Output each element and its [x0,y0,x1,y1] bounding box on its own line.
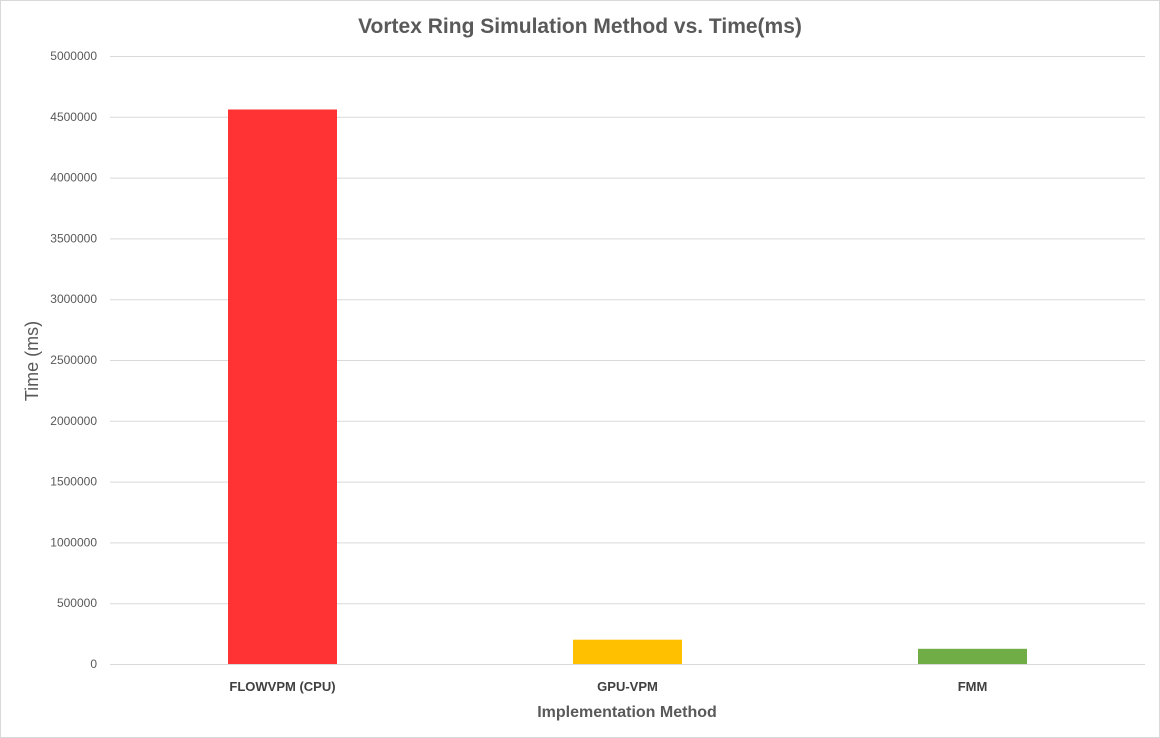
bar-gpu-vpm [573,639,682,664]
y-tick-label: 3500000 [50,231,97,245]
y-tick-label: 2500000 [50,353,97,367]
y-tick-label: 1500000 [50,475,97,489]
bar-fmm [918,648,1027,664]
y-tick-label: 5000000 [50,49,97,63]
x-tick-label: GPU-VPM [597,679,658,694]
y-tick-label: 2000000 [50,414,97,428]
x-tick-labels: FLOWVPM (CPU) GPU-VPM FMM [229,679,987,694]
x-tick-label: FMM [958,679,988,694]
bar-flowvpm-cpu [228,109,337,664]
y-tick-labels: 0 500000 1000000 1500000 2000000 2500000 30000… [50,49,97,671]
x-axis-title: Implementation Method [537,704,717,721]
y-tick-label: 4500000 [50,110,97,124]
y-axis-title: Time (ms) [22,321,42,401]
x-tick-label: FLOWVPM (CPU) [229,679,335,694]
y-tick-label: 3000000 [50,292,97,306]
y-tick-label: 4000000 [50,171,97,185]
y-tick-label: 0 [90,657,97,671]
bars [228,109,1027,664]
y-tick-label: 1000000 [50,535,97,549]
chart-title: Vortex Ring Simulation Method vs. Time(m… [358,15,802,38]
y-tick-label: 500000 [57,596,97,610]
